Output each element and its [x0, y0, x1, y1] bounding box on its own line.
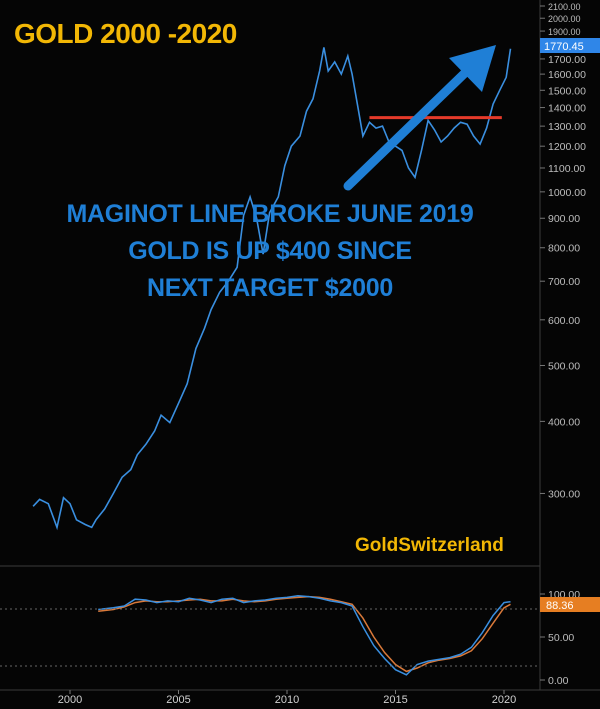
year-tick-label: 2010 [275, 694, 299, 706]
year-tick-label: 2015 [383, 694, 407, 706]
price-tick-label: 1100.00 [548, 163, 585, 175]
price-tick-label: 1900.00 [548, 27, 581, 37]
oscillator-badge: 88.36 [540, 597, 600, 612]
price-tick-label: 1400.00 [548, 103, 586, 115]
annotation-line-1: MAGINOT LINE BROKE JUNE 2019 [66, 200, 474, 228]
brand-label: GoldSwitzerland [355, 535, 504, 556]
price-tick-label: 1700.00 [548, 54, 586, 66]
price-tick-label: 500.00 [548, 360, 580, 372]
oscillator-d-line [98, 595, 511, 673]
price-tick-label: 1500.00 [548, 85, 586, 97]
price-tick-label: 900.00 [548, 213, 580, 225]
oscillator-tick-label: 0.00 [548, 675, 569, 687]
price-tick-label: 300.00 [548, 488, 580, 500]
chart-title: GOLD 2000 -2020 [14, 18, 237, 49]
annotation-line-3: NEXT TARGET $2000 [147, 274, 393, 302]
year-tick-label: 2020 [492, 694, 516, 706]
trend-arrow-head [449, 45, 496, 92]
price-series-line [32, 47, 512, 531]
trend-arrow-shaft [343, 65, 473, 191]
price-tick-label: 1000.00 [548, 187, 586, 199]
last-price-label: 1770.45 [544, 41, 584, 53]
year-tick-label: 2000 [58, 694, 82, 706]
price-tick-label: 600.00 [548, 315, 580, 327]
year-tick-label: 2005 [166, 694, 190, 706]
price-tick-label: 700.00 [548, 276, 580, 288]
price-tick-label: 1600.00 [548, 69, 586, 81]
price-tick-label: 2000.00 [548, 14, 581, 24]
price-tick-label: 1300.00 [548, 121, 586, 133]
price-tick-label: 2100.00 [548, 2, 581, 12]
oscillator-last-label: 88.36 [546, 600, 574, 612]
trend-arrow [343, 45, 496, 191]
price-tick-label: 1200.00 [548, 141, 586, 153]
price-tick-label: 800.00 [548, 243, 580, 255]
price-tick-label: 400.00 [548, 416, 580, 428]
oscillator-k-line [98, 594, 511, 676]
annotation-line-2: GOLD IS UP $400 SINCE [128, 237, 412, 265]
last-price-badge: 1770.45 [540, 38, 600, 53]
oscillator-tick-label: 50.00 [548, 632, 574, 644]
